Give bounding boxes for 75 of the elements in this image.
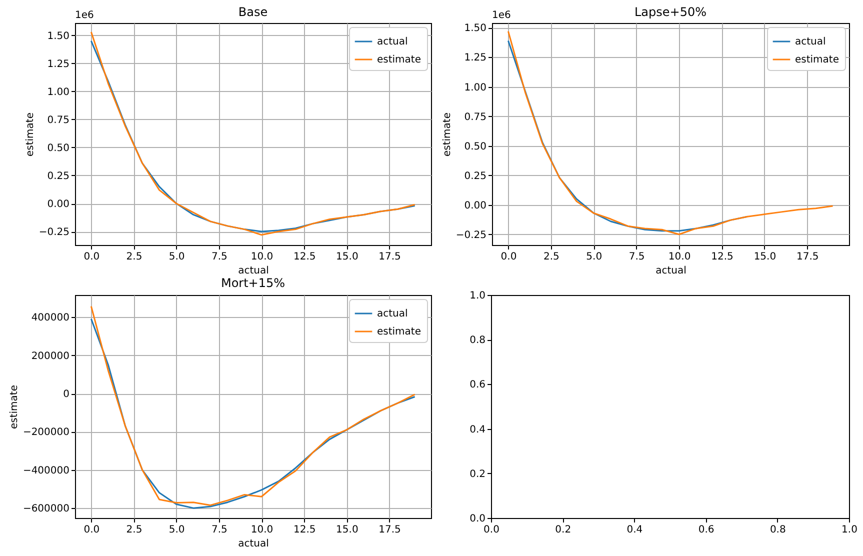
y-tick-label: 0.00 [47,199,70,210]
y-tick-label: 400000 [31,312,70,324]
chart-title: Lapse+50% [634,5,707,19]
y-axis-title: estimate [24,112,36,157]
y-tick-label: 1.50 [464,23,486,34]
x-tick-label: 17.5 [378,252,401,262]
x-tick-label: 2.5 [543,252,560,262]
x-tick-label: 0.2 [555,524,572,536]
y-tick-label: −0.25 [38,227,70,238]
y-tick-label: 0.8 [470,335,486,346]
x-tick-label: 15.0 [754,252,776,262]
x-tick-label: 5.0 [586,252,602,262]
y-tick-label: 1.50 [47,30,70,42]
legend-label: actual [377,308,408,320]
x-tick-label: 17.5 [378,524,401,536]
text: 1e6 [492,10,511,21]
y-tick-label: 0.25 [47,170,70,182]
y-tick-label: 0.0 [470,514,486,524]
y-tick-label: −0.25 [456,230,486,241]
y-tick-label: 1.0 [470,290,486,302]
y-tick-label: −200000 [22,427,70,438]
legend-label: estimate [377,326,422,338]
x-tick-label: 0.0 [484,524,500,536]
x-axis-title: actual [238,266,269,276]
x-tick-label: 5.0 [168,252,185,262]
y-tick-label: 0.2 [470,468,486,480]
x-tick-label: 12.5 [711,252,734,262]
y-tick-label: 1.25 [47,58,70,70]
y-tick-label: 1.25 [464,52,486,64]
x-tick-label: 7.5 [211,524,228,536]
text: 1e6 [75,10,94,21]
y-tick-label: −600000 [22,504,70,515]
x-tick-label: 7.5 [211,252,228,262]
x-axis-title: actual [238,538,269,550]
y-tick-label: 0.75 [464,112,486,123]
y-tick-label: 0.4 [470,424,486,436]
y-tick-label: 0.00 [464,200,486,212]
x-tick-label: 10.0 [250,524,274,536]
x-tick-label: 0.0 [84,252,100,262]
x-tick-label: 10.0 [668,252,691,262]
x-tick-label: 10.0 [250,252,274,262]
y-tick-label: 200000 [31,350,70,362]
y-axis-title: estimate [442,112,453,157]
y-tick-label: 0.50 [47,142,70,154]
y-tick-label: 0 [63,389,70,400]
x-tick-label: 0.8 [770,524,786,536]
y-tick-label: 1.00 [47,86,70,98]
x-tick-label: 0.0 [500,252,517,262]
x-tick-label: 0.4 [626,524,643,536]
chart-title: Mort+15% [220,276,286,290]
legend-label: estimate [795,54,840,66]
x-axis-title: actual [656,266,686,276]
y-tick-label: −400000 [22,465,70,476]
x-tick-label: 5.0 [168,524,185,536]
x-tick-label: 15.0 [336,524,358,536]
y-tick-label: 0.75 [47,114,70,126]
y-tick-label: 0.25 [464,170,486,182]
x-tick-label: 12.5 [293,252,316,262]
legend-label: actual [377,36,408,48]
x-tick-label: 7.5 [628,252,645,262]
x-tick-label: 2.5 [126,252,142,262]
y-tick-label: 1.00 [464,82,486,94]
y-tick-label: 0.6 [470,380,486,391]
legend-label: actual [795,36,826,48]
x-tick-label: 17.5 [796,252,819,262]
x-tick-label: 2.5 [126,524,142,536]
x-tick-label: 12.5 [293,524,316,536]
chart-title: Base [238,5,268,19]
x-tick-label: 1.0 [842,524,858,536]
y-axis-title: estimate [8,384,20,430]
y-tick-label: 0.50 [464,141,486,152]
x-tick-label: 0.6 [698,524,714,536]
legend-label: estimate [377,54,422,66]
x-tick-label: 15.0 [336,252,358,262]
x-tick-label: 0.0 [84,524,100,536]
